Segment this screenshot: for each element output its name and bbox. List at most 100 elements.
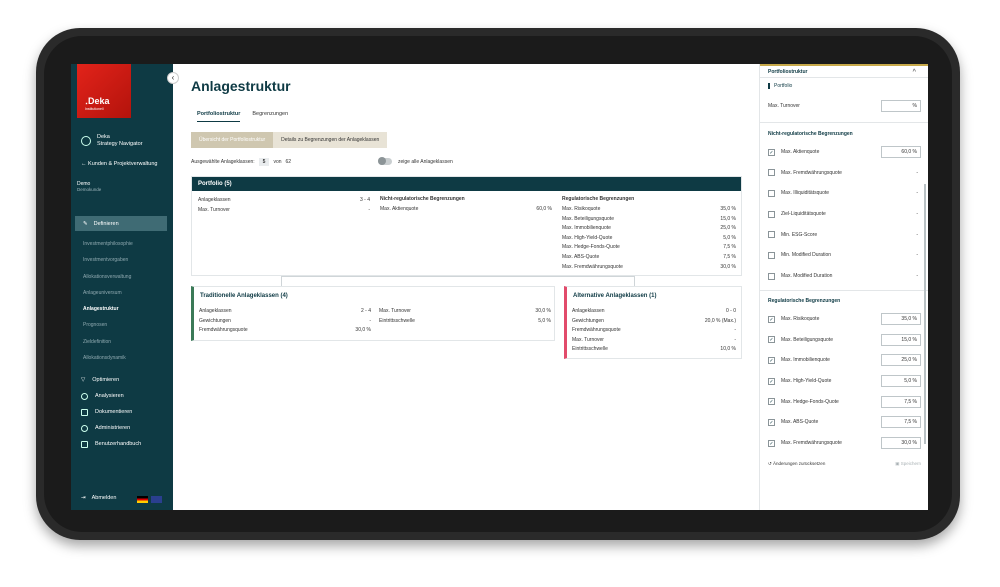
checkbox-checked[interactable]: ✓ [768,148,775,156]
checkbox[interactable] [768,169,775,177]
subnav-item[interactable]: Investmentvorgaben [83,257,129,264]
selected-total: 62 [285,159,292,165]
tabs: Portfoliostruktur Begrenzungen [197,111,288,122]
table-row: Max. ABS-Quote 7,5 % [562,253,736,263]
nav-label: Benutzerhandbuch [95,441,142,447]
portfolio-col1: Anlageklassen 3 - 4 Max. Turnover - [198,196,370,215]
checkbox-checked[interactable]: ✓ [768,336,775,344]
value-input[interactable]: 7,5 % [881,416,921,429]
sidebar-collapse-button[interactable]: ‹ [167,72,179,84]
subnav-item-current[interactable]: Anlagestruktur [83,306,119,313]
value-input[interactable]: 5,0 % [881,375,921,387]
subnav-item[interactable]: Prognosen [83,322,108,329]
checkbox[interactable] [768,272,775,280]
nav-dokumentieren[interactable]: Dokumentieren [81,404,141,420]
nav-analysieren[interactable]: Analysieren [81,388,141,404]
row-value: 7,5 % [723,253,736,260]
save-icon: ▣ [895,461,901,466]
row-value: - [368,206,370,213]
row-value: 30,0 % [720,263,736,270]
row-label: Max. High-Yield-Quote [781,378,832,384]
value-input[interactable]: 25,0 % [881,354,921,367]
checkbox[interactable] [768,189,775,197]
back-link[interactable]: ← Kunden & Projektverwaltung [81,161,158,167]
main-navigation: ▽ Optimieren Analysieren Dokumentieren Ad… [81,372,141,452]
checkbox-checked[interactable]: ✓ [768,398,775,406]
client-sub: Demokunde [77,187,102,192]
value-input[interactable]: 35,0 % [881,313,921,325]
selected-count: 5 [258,158,270,166]
table-row: Anlageklassen 2 - 4 [199,307,371,317]
row-label: Min. ESG-Score [781,231,818,238]
back-link-label: Kunden & Projektverwaltung [88,161,158,167]
reset-button[interactable]: ↺ Änderungen zurücksetzen [768,461,825,467]
german-flag-icon[interactable] [137,496,148,503]
row-value: 20,0 % (Max.) [704,317,736,324]
book-icon [81,440,88,448]
chevron-up-icon[interactable]: ^ [912,69,916,75]
subnav-item[interactable]: Anlageuniversum [83,289,122,296]
save-button[interactable]: ▣ Speichern [895,461,921,467]
checkbox-checked[interactable]: ✓ [768,356,775,364]
row-label: Fremdwährungsquote [572,327,621,334]
show-all-toggle[interactable]: zeige alle Anlageklassen [378,157,453,165]
nav-administrieren[interactable]: Administrieren [81,420,141,436]
checkbox-checked[interactable]: ✓ [768,439,775,447]
row-label: Max. Immobilienquote [781,357,830,364]
portfolio-col2: Nicht-regulatorische Begrenzungen Max. A… [380,196,552,215]
checkbox-checked[interactable]: ✓ [768,418,775,426]
app-name-line2: Strategy Navigator [97,141,143,147]
filter-icon: ▽ [81,377,86,383]
nav-benutzerhandbuch[interactable]: Benutzerhandbuch [81,436,141,452]
row-label: Max. Fremdwährungsquote [781,169,842,176]
subnav-item[interactable]: Allokationsdynamik [83,355,126,362]
tab-begrenzungen[interactable]: Begrenzungen [252,111,289,117]
nonreg-row: Min. Modified Duration - [768,248,921,262]
subnav-item[interactable]: Zieldefinition [83,338,112,345]
turnover-input[interactable]: % [881,100,921,112]
save-label: Speichern [900,461,921,466]
checkbox-checked[interactable]: ✓ [768,377,775,385]
value-input[interactable]: 60,0 % [881,146,921,158]
row-value: - [916,273,918,279]
value-input[interactable]: 15,0 % [881,333,921,346]
checkbox[interactable] [768,251,775,259]
panel-sub-label: Portfolio [774,83,793,89]
nav-definieren[interactable]: ✎ Definieren [75,216,167,231]
nav-optimieren[interactable]: ▽ Optimieren [81,372,141,388]
row-value: 3 - 4 [359,197,370,203]
tab-portfoliostruktur[interactable]: Portfoliostruktur [197,111,241,122]
table-row: Max. Turnover 30,0 % [379,307,551,317]
panel-header[interactable]: Portfoliostruktur ^ [760,64,928,78]
row-label: Anlageklassen [198,197,231,203]
marker-bar [768,83,770,89]
col-heading: Regulatorische Begrenzungen [562,196,635,202]
toggle-switch[interactable] [378,157,392,165]
checkbox[interactable] [768,231,775,239]
value-input[interactable]: 7,5 % [881,395,921,408]
table-row: Gewichtungen - [199,317,371,327]
segment-details[interactable]: Details zu Begrenzungen der Anlageklasse… [273,132,388,148]
logo-word: ․Deka [85,96,110,106]
logout-button[interactable]: ⇥ Abmelden [81,495,116,501]
row-label: Min. Modified Duration [781,252,832,259]
checkbox-checked[interactable]: ✓ [768,315,775,323]
reg-row: ✓ Max. High-Yield-Quote 5,0 % [768,374,921,388]
subnav-item[interactable]: Allokationsverwaltung [83,273,132,280]
uk-flag-icon[interactable] [151,496,162,503]
gear-icon [81,136,91,146]
subnav-item[interactable]: Investmentphilosophie [83,241,133,247]
row-value: 30,0 % [355,327,371,334]
checkbox[interactable] [768,210,775,218]
turnover-label: Max. Turnover [768,103,800,109]
app-name[interactable]: Deka Strategy Navigator [81,134,143,148]
segment-overview[interactable]: Übersicht der Portfoliostruktur [191,132,274,148]
edit-panel: Portfoliostruktur ^ Portfolio Max. Turnov… [759,64,928,510]
logout-label: Abmelden [91,495,117,501]
document-icon [81,408,88,416]
nonreg-row: Max. Illiquiditätsquote - [768,186,921,200]
scrollbar[interactable] [924,184,926,444]
value-input[interactable]: 30,0 % [881,437,921,449]
alternative-card: Alternative Anlageklassen (1) Anlageklas… [564,286,742,359]
traditional-col2: Max. Turnover 30,0 % Eintrittsschwelle 5,0… [379,307,551,326]
